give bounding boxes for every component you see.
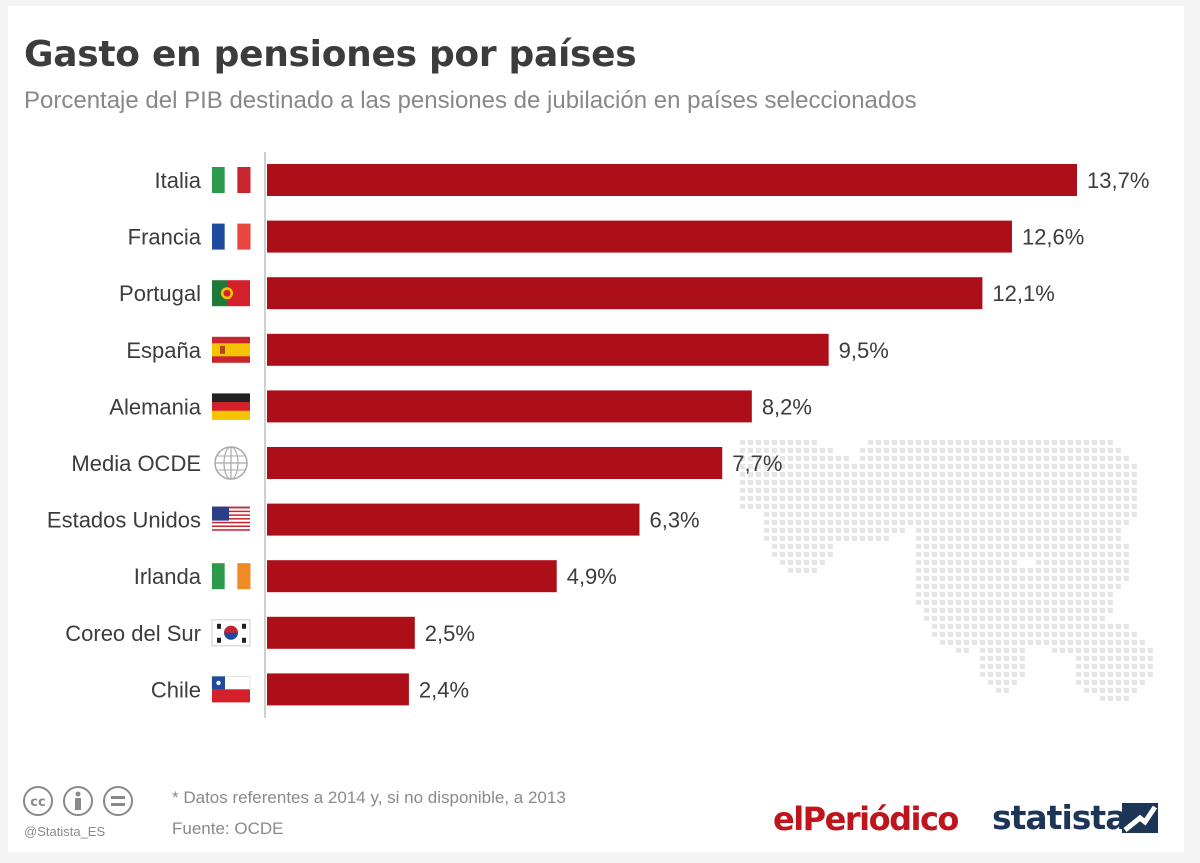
- bar-row: Estados Unidos 6,3%: [47, 503, 700, 536]
- attribution-icon: [63, 786, 93, 816]
- footnote: * Datos referentes a 2014 y, si no dispo…: [172, 788, 566, 807]
- bar: [267, 447, 723, 479]
- bar: [267, 277, 983, 310]
- bar: [267, 673, 409, 706]
- category-label: Estados Unidos: [47, 508, 201, 533]
- statista-logo-mark-icon: [1122, 803, 1158, 833]
- chart-card: [8, 6, 1184, 852]
- category-label: Alemania: [109, 394, 201, 419]
- germany-flag-icon: [212, 393, 250, 420]
- category-label: Portugal: [119, 281, 201, 306]
- value-label: 12,1%: [992, 281, 1054, 306]
- bar-row: Irlanda 4,9%: [134, 560, 617, 593]
- bar: [267, 333, 829, 366]
- chart-title: Gasto en pensiones por países: [24, 34, 637, 75]
- bar-row: Chile 2,4%: [151, 673, 469, 706]
- bar: [267, 390, 752, 423]
- bar-row: España 9,5%: [126, 333, 889, 366]
- bar: [267, 220, 1012, 253]
- bar-row: Alemania 8,2%: [109, 390, 812, 423]
- bar: [267, 616, 415, 649]
- bar-row: Italia 13,7%: [155, 164, 1149, 196]
- bar: [267, 560, 557, 593]
- bar-row: Portugal 12,1%: [119, 277, 1055, 310]
- value-label: 2,4%: [419, 677, 469, 702]
- category-label: Irlanda: [134, 564, 202, 589]
- bar-row: Media OCDE 7,7%: [71, 446, 782, 480]
- statista-handle: @Statista_ES: [24, 824, 106, 839]
- value-label: 9,5%: [839, 338, 889, 363]
- category-label: Italia: [155, 168, 202, 193]
- no-derivatives-icon: [103, 786, 133, 816]
- value-label: 12,6%: [1022, 225, 1084, 250]
- category-label: España: [126, 338, 201, 363]
- statista-logo[interactable]: statista: [992, 798, 1127, 837]
- italy-flag-icon: [212, 167, 251, 193]
- svg-text:cc: cc: [30, 795, 45, 810]
- ireland-flag-icon: [212, 563, 251, 590]
- value-label: 8,2%: [762, 394, 812, 419]
- spain-flag-icon: [212, 336, 250, 363]
- france-flag-icon: [212, 223, 251, 250]
- world-map-decoration: [740, 440, 1153, 701]
- chile-flag-icon: [211, 676, 251, 703]
- source-note: Fuente: OCDE: [172, 819, 284, 838]
- portugal-flag-icon: [212, 280, 250, 307]
- category-label: Coreo del Sur: [65, 621, 201, 646]
- globe-icon: [214, 446, 248, 480]
- value-label: 4,9%: [567, 564, 617, 589]
- category-label: Chile: [151, 677, 201, 702]
- chart-subtitle: Porcentaje del PIB destinado a las pensi…: [24, 87, 917, 114]
- south-korea-flag-icon: [211, 619, 251, 647]
- elperiodico-logo[interactable]: elPeriódico: [773, 800, 959, 838]
- creative-commons-icon: cc: [23, 786, 53, 816]
- usa-flag-icon: [212, 506, 250, 533]
- bar: [267, 503, 640, 536]
- value-label: 6,3%: [649, 508, 699, 533]
- category-label: Francia: [128, 225, 202, 250]
- value-label: 2,5%: [425, 621, 475, 646]
- category-label: Media OCDE: [71, 451, 201, 476]
- value-label: 7,7%: [732, 451, 782, 476]
- bar-row: Francia 12,6%: [128, 220, 1084, 253]
- value-label: 13,7%: [1087, 168, 1149, 193]
- license-icons: cc: [22, 784, 142, 823]
- bar: [267, 164, 1077, 196]
- bar-row: Coreo del Sur 2,5%: [65, 616, 475, 649]
